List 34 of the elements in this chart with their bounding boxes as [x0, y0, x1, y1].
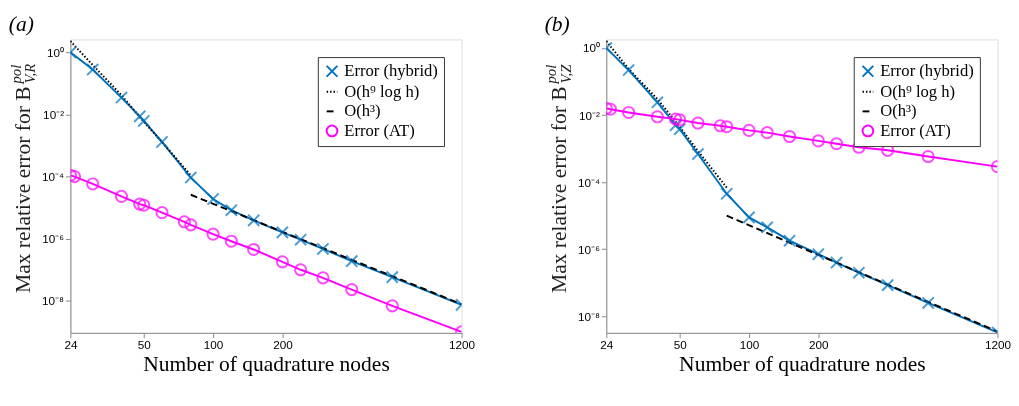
chart-title: (a): [8, 11, 34, 36]
y-tick-label: 10⁻⁶: [578, 242, 601, 256]
legend-label: Error (AT): [344, 120, 415, 140]
y-tick-label: 10⁰: [582, 41, 600, 55]
y-tick-label: 10⁻⁸: [42, 294, 65, 308]
y-tick-label: 10⁻²: [43, 107, 65, 121]
x-tick-label: 1200: [449, 338, 476, 351]
x-tick-label: 200: [809, 338, 830, 351]
y-tick-label: 10⁻²: [579, 108, 601, 122]
y-axis-title: Max relative error for BpolV,Z: [543, 63, 575, 293]
chart-title: (b): [544, 11, 570, 36]
legend-label: Error (hybrid): [880, 61, 974, 81]
x-tick-label: 100: [739, 338, 760, 351]
y-tick-label: 10⁻⁶: [42, 232, 65, 246]
y-tick-label: 10⁻⁸: [577, 309, 601, 323]
x-tick-label: 1200: [984, 338, 1012, 351]
x-tick-label: 24: [600, 338, 614, 351]
x-axis-title: Number of quadrature nodes: [679, 352, 926, 377]
x-tick-label: 200: [273, 338, 294, 351]
x-tick-label: 24: [64, 338, 78, 351]
legend-label: O(h³): [344, 101, 381, 121]
x-tick-label: 50: [137, 338, 152, 351]
y-axis-title: Max relative error for BpolV,R: [7, 63, 39, 293]
x-tick-label: 100: [203, 338, 224, 351]
legend-label: O(h⁹ log h): [880, 81, 956, 101]
legend-label: Error (AT): [880, 120, 951, 140]
x-tick-label: 50: [673, 338, 688, 351]
legend-label: O(h³): [880, 101, 917, 121]
y-tick-label: 10⁻⁴: [41, 170, 65, 183]
x-axis-title: Number of quadrature nodes: [143, 352, 390, 377]
y-tick-label: 10⁻⁴: [577, 175, 600, 189]
legend-label: Error (hybrid): [344, 61, 438, 81]
legend-label: O(h⁹ log h): [344, 81, 420, 101]
y-tick-label: 10⁰: [47, 45, 65, 59]
